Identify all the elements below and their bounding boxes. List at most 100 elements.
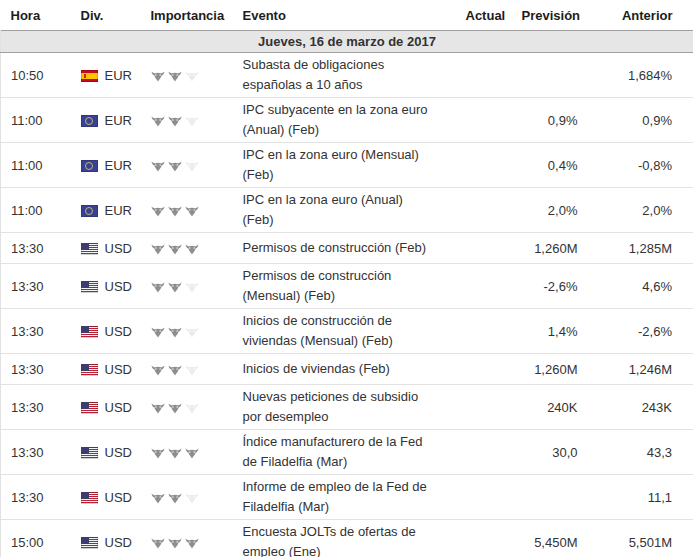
importance-rating <box>151 116 199 127</box>
bull-icon <box>151 161 165 172</box>
bull-icon <box>151 206 165 217</box>
actual-value <box>465 520 521 557</box>
currency-code: USD <box>105 400 132 415</box>
event-time: 11:00 <box>1 188 63 233</box>
actual-value <box>465 430 521 475</box>
bull-icon <box>168 282 182 293</box>
event-time: 10:50 <box>1 53 63 98</box>
currency-code: USD <box>105 279 132 294</box>
bull-icon <box>151 403 165 414</box>
previous-value: 4,6% <box>599 264 693 309</box>
currency-cell: EUR <box>63 98 143 143</box>
us-flag-icon <box>81 364 98 376</box>
importance-rating <box>151 448 199 459</box>
importance-cell <box>143 143 235 188</box>
event-name[interactable]: Nuevas peticiones de subsidio por desemp… <box>235 385 465 430</box>
currency-code: USD <box>105 490 132 505</box>
event-time: 13:30 <box>1 309 63 354</box>
importance-cell <box>143 264 235 309</box>
calendar-event-row[interactable]: 11:00 EUR IPC en la zona euro (Anual) (F… <box>1 188 693 233</box>
previous-value: 1,246M <box>599 354 693 385</box>
importance-rating <box>151 327 199 338</box>
previous-value: 43,3 <box>599 430 693 475</box>
event-name[interactable]: IPC subyacente en la zona euro (Anual) (… <box>235 98 465 143</box>
actual-value <box>465 98 521 143</box>
event-name[interactable]: IPC en la zona euro (Anual) (Feb) <box>235 188 465 233</box>
calendar-event-row[interactable]: 13:30 USD Índice manufacturero de la Fed… <box>1 430 693 475</box>
importance-cell <box>143 188 235 233</box>
bull-icon <box>185 282 199 293</box>
calendar-event-row[interactable]: 13:30 USD Informe de empleo de la Fed de… <box>1 475 693 520</box>
bull-icon <box>185 493 199 504</box>
actual-value <box>465 143 521 188</box>
actual-value <box>465 53 521 98</box>
event-name[interactable]: Permisos de construcción (Mensual) (Feb) <box>235 264 465 309</box>
event-name[interactable]: Permisos de construcción (Feb) <box>235 233 465 264</box>
event-name[interactable]: Índice manufacturero de la Fed de Filade… <box>235 430 465 475</box>
us-flag-icon <box>81 492 98 504</box>
actual-value <box>465 475 521 520</box>
calendar-event-row[interactable]: 13:30 USD Inicios de viviendas (Feb) 1, <box>1 354 693 385</box>
event-name[interactable]: Informe de empleo de la Fed de Filadelfi… <box>235 475 465 520</box>
event-time: 13:30 <box>1 233 63 264</box>
currency-code: EUR <box>105 68 132 83</box>
currency-code: USD <box>105 324 132 339</box>
bull-icon <box>168 448 182 459</box>
event-name[interactable]: Encuesta JOLTs de ofertas de empleo (Ene… <box>235 520 465 557</box>
previous-value: 1,684% <box>599 53 693 98</box>
event-time: 13:30 <box>1 430 63 475</box>
calendar-event-row[interactable]: 15:00 USD Encuesta JOLTs de ofertas de e… <box>1 520 693 557</box>
bull-icon <box>151 538 165 549</box>
forecast-value: 0,9% <box>521 98 599 143</box>
previous-value: 2,0% <box>599 188 693 233</box>
bull-icon <box>185 206 199 217</box>
bull-icon <box>168 161 182 172</box>
event-name[interactable]: Subasta de obligaciones españolas a 10 a… <box>235 53 465 98</box>
event-name[interactable]: Inicios de viviendas (Feb) <box>235 354 465 385</box>
bull-icon <box>151 327 165 338</box>
actual-value <box>465 188 521 233</box>
currency-cell: EUR <box>63 53 143 98</box>
currency-cell: USD <box>63 520 143 557</box>
calendar-event-row[interactable]: 13:30 USD Permisos de construcción (Mens… <box>1 264 693 309</box>
importance-rating <box>151 538 199 549</box>
calendar-event-row[interactable]: 13:30 USD Permisos de construcción (Feb) <box>1 233 693 264</box>
bull-icon <box>168 244 182 255</box>
actual-value <box>465 309 521 354</box>
currency-cell: USD <box>63 309 143 354</box>
previous-value: 0,9% <box>599 98 693 143</box>
importance-rating <box>151 244 199 255</box>
bull-icon <box>168 71 182 82</box>
bull-icon <box>151 282 165 293</box>
currency-code: USD <box>105 535 132 550</box>
importance-rating <box>151 71 199 82</box>
calendar-event-row[interactable]: 11:00 EUR IPC subyacente en la zona euro… <box>1 98 693 143</box>
event-name[interactable]: IPC en la zona euro (Mensual) (Feb) <box>235 143 465 188</box>
us-flag-icon <box>81 447 98 459</box>
currency-code: EUR <box>105 203 132 218</box>
importance-cell <box>143 53 235 98</box>
forecast-value: 240K <box>521 385 599 430</box>
currency-code: USD <box>105 241 132 256</box>
event-time: 11:00 <box>1 98 63 143</box>
column-header-hora: Hora <box>1 0 63 31</box>
forecast-value: 2,0% <box>521 188 599 233</box>
date-label: Jueves, 16 de marzo de 2017 <box>1 31 693 53</box>
event-name[interactable]: Inicios de construcción de viviendas (Me… <box>235 309 465 354</box>
importance-cell <box>143 354 235 385</box>
importance-cell <box>143 385 235 430</box>
eu-flag-icon <box>81 115 98 127</box>
spain-flag-icon <box>81 70 98 82</box>
calendar-event-row[interactable]: 13:30 USD Nuevas peticiones de subsidio … <box>1 385 693 430</box>
importance-cell <box>143 520 235 557</box>
actual-value <box>465 233 521 264</box>
importance-rating <box>151 282 199 293</box>
calendar-event-row[interactable]: 10:50 EUR Subasta de obligaciones españo… <box>1 53 693 98</box>
currency-cell: EUR <box>63 143 143 188</box>
calendar-event-row[interactable]: 13:30 USD Inicios de construcción de viv… <box>1 309 693 354</box>
bull-icon <box>185 538 199 549</box>
bull-icon <box>151 116 165 127</box>
calendar-event-row[interactable]: 11:00 EUR IPC en la zona euro (Mensual) … <box>1 143 693 188</box>
previous-value: 1,285M <box>599 233 693 264</box>
column-header-actual: Actual <box>465 0 521 31</box>
